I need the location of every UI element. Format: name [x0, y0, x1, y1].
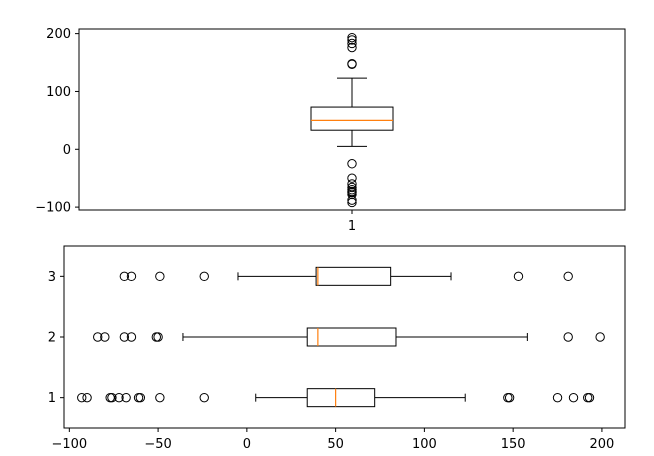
flier-point: [119, 271, 130, 282]
flier-point: [347, 159, 357, 169]
flier-point: [347, 197, 357, 208]
flier-point: [126, 271, 137, 282]
y-tick-label: 0: [63, 143, 71, 158]
box: [306, 327, 397, 347]
flier-point: [155, 271, 165, 282]
box: [315, 266, 392, 286]
x-tick-label: −100: [51, 437, 87, 452]
x-tick-label: 200: [590, 437, 615, 452]
x-tick-label: 50: [327, 437, 344, 452]
flier-point: [114, 392, 124, 403]
axes-frame: [78, 28, 626, 211]
box: [310, 106, 394, 131]
flier-point: [119, 332, 130, 342]
flier-point: [552, 392, 563, 403]
y-tick-label: 3: [48, 270, 56, 285]
y-tick-label: 2: [48, 331, 56, 346]
bottom-boxplot-panel: −100 −50 0 50 100 150 200 1 2 3: [48, 245, 626, 452]
x-tick-label: 0: [243, 437, 251, 452]
flier-point: [100, 332, 110, 342]
flier-point: [563, 271, 573, 282]
flier-point: [126, 332, 137, 342]
axes-frame: [63, 245, 626, 429]
flier-point: [595, 332, 605, 342]
x-tick-label: −50: [144, 437, 171, 452]
y-tick-label: 1: [48, 391, 56, 406]
x-tick-label: 100: [412, 437, 437, 452]
box: [306, 388, 376, 408]
flier-point: [93, 332, 103, 342]
flier-point: [347, 59, 357, 69]
flier-point: [135, 392, 146, 403]
y-tick-label: 200: [46, 27, 71, 42]
x-tick-label: 150: [501, 437, 526, 452]
flier-point: [584, 392, 595, 403]
flier-point: [199, 392, 209, 403]
flier-point: [155, 392, 165, 403]
x-tick-label: 1: [348, 219, 356, 234]
top-boxplot-panel: −100 0 100 200 1: [35, 27, 626, 234]
flier-point: [347, 32, 357, 43]
flier-point: [82, 392, 92, 403]
flier-point: [77, 392, 87, 403]
flier-point: [153, 332, 163, 342]
flier-point: [513, 271, 524, 282]
flier-point: [347, 195, 357, 205]
y-tick-label: 100: [46, 85, 71, 100]
flier-point: [121, 392, 131, 403]
flier-point: [107, 392, 117, 403]
flier-point: [504, 392, 515, 403]
flier-point: [347, 173, 357, 183]
y-tick-label: −100: [35, 201, 71, 216]
flier-point: [563, 332, 573, 342]
flier-point: [347, 38, 357, 49]
flier-point: [347, 42, 357, 53]
flier-point: [347, 182, 357, 193]
flier-point: [199, 271, 209, 282]
flier-point: [568, 392, 579, 403]
flier-point: [347, 35, 357, 45]
